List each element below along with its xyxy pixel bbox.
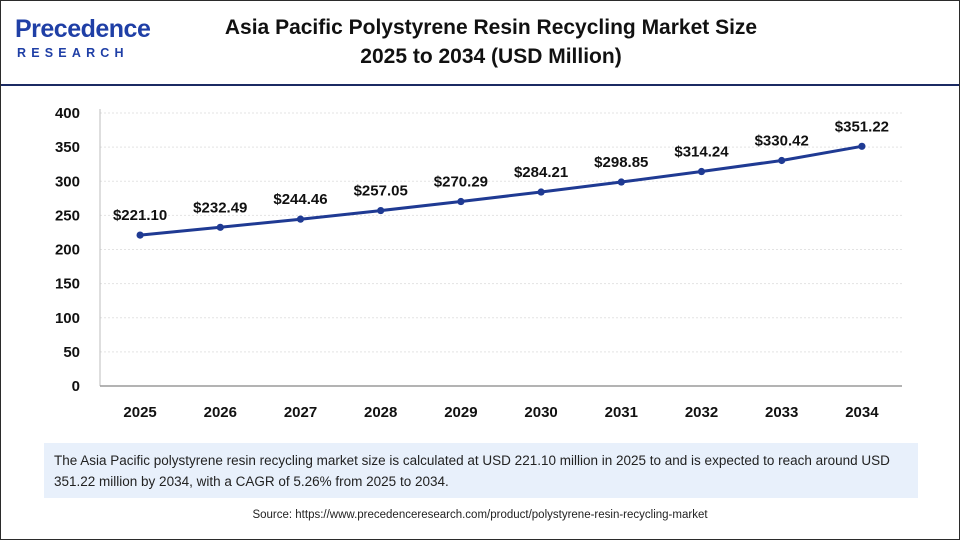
y-tick-label: 0 — [72, 378, 80, 395]
y-tick-label: 200 — [55, 242, 80, 259]
data-label: $257.05 — [354, 183, 408, 200]
x-tick-label: 2034 — [845, 404, 879, 421]
x-tick-label: 2032 — [685, 404, 718, 421]
y-tick-label: 350 — [55, 139, 80, 156]
data-label: $244.46 — [273, 191, 327, 208]
x-tick-label: 2031 — [605, 404, 638, 421]
data-point — [617, 178, 625, 186]
chart-title-line2: 2025 to 2034 (USD Million) — [360, 45, 622, 68]
line-chart: 0 50 100 150 200 250 300 350 400 2025 2026 2027 2028… — [55, 105, 902, 421]
data-point — [858, 142, 866, 150]
y-tick-label: 250 — [55, 207, 80, 224]
data-point — [697, 167, 706, 176]
data-label: $330.42 — [755, 132, 809, 149]
source-note: Source: https://www.precedenceresearch.c… — [252, 509, 708, 521]
header: Precedence RESEARCH Asia Pacific Polysty… — [1, 1, 959, 85]
data-label: $232.49 — [193, 199, 247, 216]
x-tick-label: 2033 — [765, 404, 798, 421]
y-tick-label: 50 — [63, 344, 80, 361]
chart-title-line1: Asia Pacific Polystyrene Resin Recycling… — [224, 16, 758, 39]
series-line — [139, 144, 863, 237]
data-point — [377, 206, 385, 215]
y-tick-label: 400 — [55, 105, 80, 122]
x-tick-label: 2028 — [364, 404, 397, 421]
x-tick-label: 2027 — [284, 404, 317, 421]
data-label: $351.22 — [835, 118, 889, 135]
brand-logo: Precedence RESEARCH — [15, 15, 165, 67]
y-tick-label: 150 — [55, 276, 80, 293]
data-point — [778, 156, 786, 165]
chart-title: Asia Pacific Polystyrene Resin Recycling… — [181, 13, 801, 71]
data-label: $284.21 — [514, 164, 568, 181]
y-tick-label: 300 — [55, 173, 80, 190]
logo-main-text: Precedence — [15, 15, 151, 43]
data-label: $314.24 — [674, 144, 729, 161]
data-point — [296, 215, 305, 223]
description-box: The Asia Pacific polystyrene resin recyc… — [44, 443, 918, 498]
data-label: $270.29 — [434, 174, 488, 191]
data-point — [537, 188, 545, 196]
data-point — [216, 223, 224, 231]
data-label: $298.85 — [594, 154, 648, 171]
data-label: $221.10 — [113, 207, 167, 224]
logo-sub-text: RESEARCH — [17, 46, 129, 60]
description-text: The Asia Pacific polystyrene resin recyc… — [54, 453, 890, 489]
header-divider — [1, 84, 959, 86]
x-tick-label: 2025 — [123, 404, 156, 421]
data-point — [457, 197, 465, 206]
data-point — [136, 231, 144, 239]
x-tick-label: 2030 — [524, 404, 557, 421]
y-tick-label: 100 — [55, 310, 80, 327]
x-tick-label: 2026 — [204, 404, 237, 421]
x-tick-label: 2029 — [444, 404, 477, 421]
